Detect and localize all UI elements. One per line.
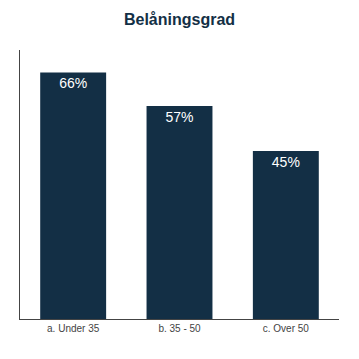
- svg-text:a. Under 35: a. Under 35: [47, 323, 100, 334]
- svg-text:b. 35 - 50: b. 35 - 50: [158, 323, 201, 334]
- svg-text:c. Over 50: c. Over 50: [263, 323, 310, 334]
- svg-text:45%: 45%: [272, 154, 300, 170]
- svg-text:57%: 57%: [165, 109, 193, 125]
- svg-text:66%: 66%: [59, 75, 87, 91]
- svg-text:Belåningsgrad: Belåningsgrad: [124, 11, 235, 28]
